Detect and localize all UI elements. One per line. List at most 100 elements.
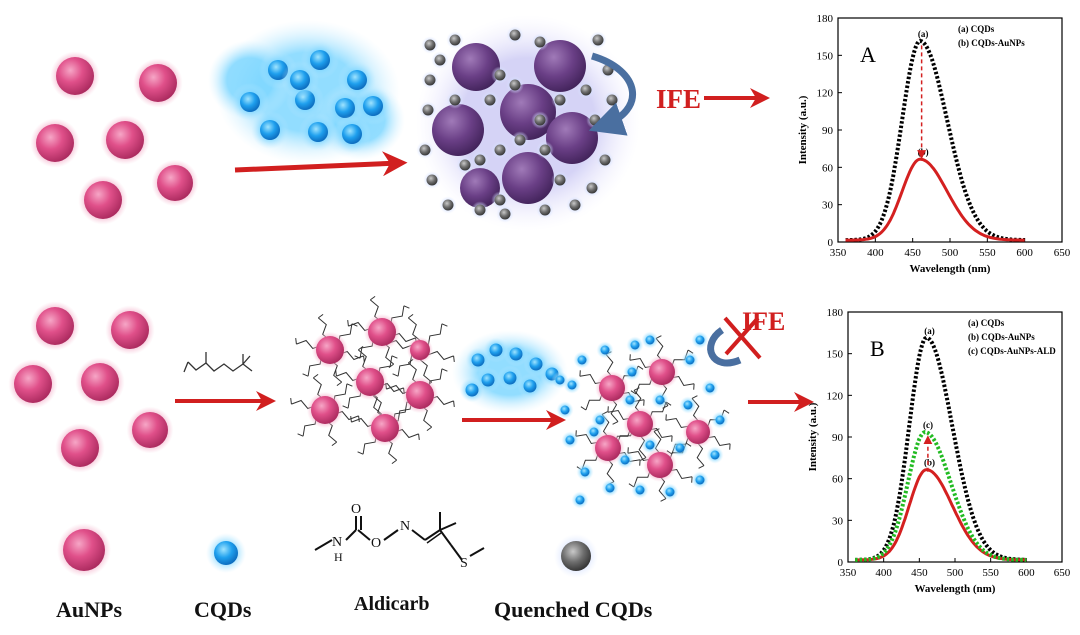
cqd-particle bbox=[695, 335, 705, 345]
x-tick-label: 500 bbox=[942, 247, 959, 259]
aunp-particle bbox=[139, 64, 177, 102]
x-tick-label: 550 bbox=[982, 567, 999, 579]
quenched-cqd bbox=[494, 69, 506, 81]
quenched-cqd bbox=[449, 34, 461, 46]
legend-quenched bbox=[554, 534, 598, 578]
aunp-particle bbox=[157, 165, 193, 201]
cqd-particle bbox=[465, 383, 479, 397]
legend-aunps-label: AuNPs bbox=[56, 597, 122, 622]
cqd-particle bbox=[695, 475, 705, 485]
y-tick-label: 60 bbox=[822, 162, 834, 174]
x-axis-label: Wavelength (nm) bbox=[915, 583, 996, 595]
y-tick-label: 30 bbox=[822, 200, 834, 212]
series-tag: (a) bbox=[918, 29, 929, 39]
chart-b: 350 400 450 500 550 600 650 0 30 60 90 120 150 180 Wav… bbox=[807, 307, 1071, 595]
cqd-particle bbox=[665, 487, 675, 497]
quenched-cqd bbox=[474, 204, 486, 216]
y-tick-label: 150 bbox=[817, 50, 834, 62]
quenched-cqd bbox=[442, 199, 454, 211]
cqd-particle bbox=[567, 380, 577, 390]
cqd-particle bbox=[715, 415, 725, 425]
quenched-cqd bbox=[534, 114, 546, 126]
legend-entry: (c) CQDs-AuNPs-ALD bbox=[968, 346, 1056, 356]
aunp-particle bbox=[599, 375, 625, 401]
arrow-top-1 bbox=[234, 151, 408, 177]
y-tick-label: 90 bbox=[832, 432, 844, 444]
aunp-aggregated bbox=[546, 112, 598, 164]
atom-o-ester: O bbox=[371, 536, 381, 551]
cqd-particle bbox=[347, 70, 367, 90]
x-tick-label: 350 bbox=[830, 247, 847, 259]
legend-cqds-label: CQDs bbox=[194, 597, 252, 622]
cqd-cluster-top bbox=[208, 20, 405, 164]
aunp-particle bbox=[36, 307, 74, 345]
y-tick-label: 30 bbox=[832, 515, 844, 527]
x-tick-label: 650 bbox=[1054, 567, 1071, 579]
cqd-particle bbox=[471, 353, 485, 367]
cqd-particle bbox=[523, 379, 537, 393]
legend-quenched-label: Quenched CQDs bbox=[494, 597, 653, 622]
aldicarb-small bbox=[183, 352, 253, 373]
cqd-particle bbox=[503, 371, 517, 385]
aunp-particle bbox=[106, 121, 144, 159]
cqd-particle bbox=[683, 400, 693, 410]
cqd-particle bbox=[645, 335, 655, 345]
x-tick-label: 550 bbox=[979, 247, 996, 259]
aunp-particle bbox=[81, 363, 119, 401]
atom-nh: N bbox=[332, 535, 342, 550]
legend-aunp bbox=[57, 523, 111, 577]
cqd-particle bbox=[635, 485, 645, 495]
legend-entry: (a) CQDs bbox=[958, 24, 995, 34]
aunp-particle bbox=[406, 381, 434, 409]
cqd-particle bbox=[575, 495, 585, 505]
series-line bbox=[855, 468, 1027, 562]
y-tick-label: 150 bbox=[827, 349, 844, 361]
aunp-particle bbox=[316, 336, 344, 364]
legend-aldicarb-label: Aldicarb bbox=[354, 593, 430, 615]
aunp-particle bbox=[356, 368, 384, 396]
x-axis-label: Wavelength (nm) bbox=[910, 263, 991, 275]
cqd-particle bbox=[625, 395, 635, 405]
aldicarb-structure bbox=[314, 512, 485, 561]
quenched-cqd bbox=[554, 94, 566, 106]
y-tick-label: 120 bbox=[817, 88, 834, 100]
aunp-aggregated bbox=[460, 168, 500, 208]
legend-cqd bbox=[206, 533, 246, 573]
x-tick-label: 400 bbox=[875, 567, 892, 579]
cqd-particle bbox=[335, 98, 355, 118]
atom-s: S bbox=[460, 556, 468, 571]
cqd-particle bbox=[260, 120, 280, 140]
quenched-cqd bbox=[539, 144, 551, 156]
aunp-particle bbox=[595, 435, 621, 461]
cqd-particle bbox=[290, 70, 310, 90]
legend-entry: (b) CQDs-AuNPs bbox=[968, 332, 1035, 342]
aunp-particle bbox=[311, 396, 339, 424]
cqd-particle bbox=[529, 357, 543, 371]
panel-letter: B bbox=[870, 336, 885, 361]
quenched-cqd bbox=[484, 94, 496, 106]
quenched-cqd bbox=[534, 36, 546, 48]
aunp-particle bbox=[61, 429, 99, 467]
cqd-cluster-bottom bbox=[452, 330, 568, 414]
y-tick-label: 120 bbox=[827, 390, 844, 402]
aunps-group-bottom bbox=[8, 301, 174, 473]
quenched-cqd bbox=[539, 204, 551, 216]
aunp-aggregated bbox=[534, 40, 586, 92]
aunp-particle bbox=[368, 318, 396, 346]
cqd-particle bbox=[308, 122, 328, 142]
cqd-particle bbox=[620, 455, 630, 465]
cqd-particle bbox=[655, 395, 665, 405]
cqd-particle bbox=[555, 375, 565, 385]
y-tick-label: 0 bbox=[828, 237, 834, 249]
x-tick-label: 450 bbox=[904, 247, 921, 259]
cqd-particle bbox=[310, 50, 330, 70]
quenched-cqd bbox=[586, 182, 598, 194]
cqd-particle bbox=[589, 427, 599, 437]
y-tick-label: 90 bbox=[822, 125, 834, 137]
cqd-particle bbox=[595, 415, 605, 425]
cqd-particle bbox=[489, 343, 503, 357]
cqd-particle bbox=[705, 383, 715, 393]
aunp-particle bbox=[56, 57, 94, 95]
x-tick-label: 400 bbox=[867, 247, 884, 259]
